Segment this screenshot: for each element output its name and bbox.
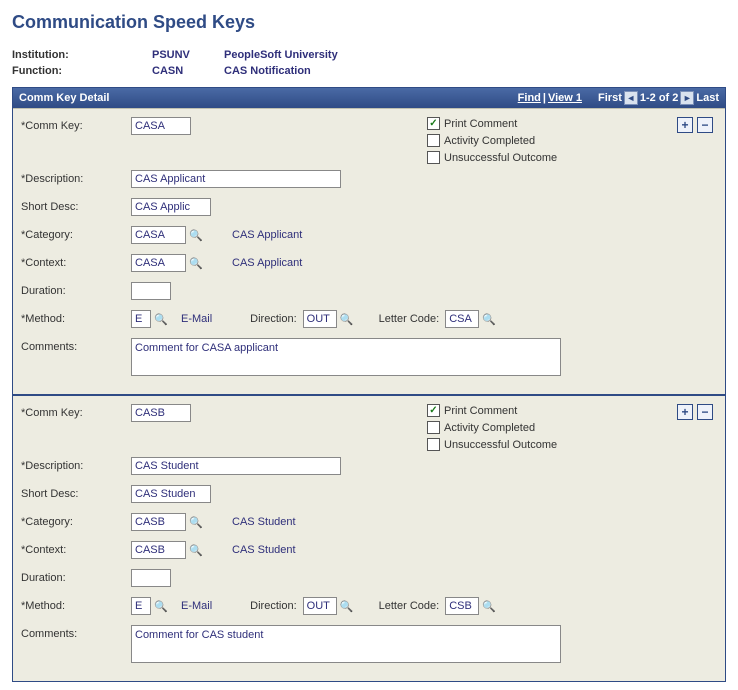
last-label: Last bbox=[696, 92, 719, 104]
method-label: Method: bbox=[21, 597, 131, 612]
print-comment-checkbox[interactable] bbox=[427, 404, 440, 417]
direction-label: Direction: bbox=[250, 310, 296, 325]
prev-icon[interactable]: ◄ bbox=[624, 91, 638, 105]
letter-code-label: Letter Code: bbox=[379, 597, 440, 612]
direction-input[interactable] bbox=[303, 310, 337, 328]
lookup-icon[interactable]: 🔍 bbox=[188, 255, 204, 271]
function-desc: CAS Notification bbox=[224, 65, 311, 77]
description-label: Description: bbox=[21, 457, 131, 472]
method-input[interactable] bbox=[131, 310, 151, 328]
page-title: Communication Speed Keys bbox=[12, 12, 726, 33]
lookup-icon[interactable]: 🔍 bbox=[188, 542, 204, 558]
institution-label: Institution: bbox=[12, 49, 152, 61]
lookup-icon[interactable]: 🔍 bbox=[339, 598, 355, 614]
short-desc-input[interactable] bbox=[131, 485, 211, 503]
short-desc-input[interactable] bbox=[131, 198, 211, 216]
function-row: Function: CASN CAS Notification bbox=[12, 65, 726, 77]
detail-row: + − Comm Key: Print Comment Activity Com… bbox=[13, 394, 725, 681]
method-desc: E-Mail bbox=[181, 310, 212, 325]
first-label: First bbox=[598, 92, 622, 104]
short-desc-label: Short Desc: bbox=[21, 485, 131, 500]
comm-key-input[interactable] bbox=[131, 117, 191, 135]
lookup-icon[interactable]: 🔍 bbox=[188, 227, 204, 243]
unsuccessful-outcome-checkbox[interactable] bbox=[427, 438, 440, 451]
activity-completed-label: Activity Completed bbox=[444, 422, 535, 434]
view-link[interactable]: View 1 bbox=[548, 92, 582, 104]
comments-label: Comments: bbox=[21, 625, 131, 640]
direction-label: Direction: bbox=[250, 597, 296, 612]
description-input[interactable] bbox=[131, 457, 341, 475]
method-desc: E-Mail bbox=[181, 597, 212, 612]
lookup-icon[interactable]: 🔍 bbox=[153, 311, 169, 327]
comments-input[interactable] bbox=[131, 338, 561, 376]
context-input[interactable] bbox=[131, 254, 186, 272]
category-label: Category: bbox=[21, 226, 131, 241]
comments-input[interactable] bbox=[131, 625, 561, 663]
unsuccessful-outcome-checkbox[interactable] bbox=[427, 151, 440, 164]
category-label: Category: bbox=[21, 513, 131, 528]
method-label: Method: bbox=[21, 310, 131, 325]
lookup-icon[interactable]: 🔍 bbox=[339, 311, 355, 327]
category-input[interactable] bbox=[131, 226, 186, 244]
context-label: Context: bbox=[21, 254, 131, 269]
institution-desc: PeopleSoft University bbox=[224, 49, 338, 61]
delete-row-button[interactable]: − bbox=[697, 117, 713, 133]
delete-row-button[interactable]: − bbox=[697, 404, 713, 420]
category-input[interactable] bbox=[131, 513, 186, 531]
activity-completed-checkbox[interactable] bbox=[427, 421, 440, 434]
context-desc: CAS Student bbox=[232, 541, 296, 556]
lookup-icon[interactable]: 🔍 bbox=[481, 598, 497, 614]
duration-input[interactable] bbox=[131, 569, 171, 587]
institution-code: PSUNV bbox=[152, 49, 224, 61]
letter-code-input[interactable] bbox=[445, 310, 479, 328]
grid-title: Comm Key Detail bbox=[19, 92, 109, 104]
unsuccessful-outcome-label: Unsuccessful Outcome bbox=[444, 439, 557, 451]
institution-row: Institution: PSUNV PeopleSoft University bbox=[12, 49, 726, 61]
grid-header: Comm Key Detail Find | View 1 First ◄ 1-… bbox=[13, 88, 725, 108]
comm-key-label: Comm Key: bbox=[21, 404, 131, 419]
add-row-button[interactable]: + bbox=[677, 404, 693, 420]
function-label: Function: bbox=[12, 65, 152, 77]
next-icon[interactable]: ► bbox=[680, 91, 694, 105]
description-label: Description: bbox=[21, 170, 131, 185]
unsuccessful-outcome-label: Unsuccessful Outcome bbox=[444, 152, 557, 164]
direction-input[interactable] bbox=[303, 597, 337, 615]
print-comment-label: Print Comment bbox=[444, 118, 517, 130]
range-label: 1-2 of 2 bbox=[640, 92, 679, 104]
lookup-icon[interactable]: 🔍 bbox=[153, 598, 169, 614]
context-desc: CAS Applicant bbox=[232, 254, 302, 269]
comm-key-label: Comm Key: bbox=[21, 117, 131, 132]
activity-completed-checkbox[interactable] bbox=[427, 134, 440, 147]
description-input[interactable] bbox=[131, 170, 341, 188]
category-desc: CAS Student bbox=[232, 513, 296, 528]
print-comment-label: Print Comment bbox=[444, 405, 517, 417]
letter-code-input[interactable] bbox=[445, 597, 479, 615]
context-label: Context: bbox=[21, 541, 131, 556]
context-input[interactable] bbox=[131, 541, 186, 559]
comm-key-input[interactable] bbox=[131, 404, 191, 422]
comm-key-grid: Comm Key Detail Find | View 1 First ◄ 1-… bbox=[12, 87, 726, 682]
print-comment-checkbox[interactable] bbox=[427, 117, 440, 130]
duration-label: Duration: bbox=[21, 569, 131, 584]
category-desc: CAS Applicant bbox=[232, 226, 302, 241]
lookup-icon[interactable]: 🔍 bbox=[188, 514, 204, 530]
lookup-icon[interactable]: 🔍 bbox=[481, 311, 497, 327]
letter-code-label: Letter Code: bbox=[379, 310, 440, 325]
method-input[interactable] bbox=[131, 597, 151, 615]
duration-input[interactable] bbox=[131, 282, 171, 300]
duration-label: Duration: bbox=[21, 282, 131, 297]
comments-label: Comments: bbox=[21, 338, 131, 353]
detail-row: + − Comm Key: Print Comment Activity Com… bbox=[13, 108, 725, 394]
add-row-button[interactable]: + bbox=[677, 117, 693, 133]
find-link[interactable]: Find bbox=[518, 92, 541, 104]
activity-completed-label: Activity Completed bbox=[444, 135, 535, 147]
function-code: CASN bbox=[152, 65, 224, 77]
short-desc-label: Short Desc: bbox=[21, 198, 131, 213]
